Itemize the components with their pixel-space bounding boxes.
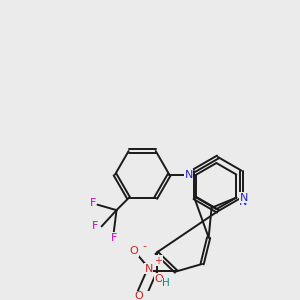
Text: O: O (154, 274, 163, 284)
Text: +: + (154, 256, 162, 266)
Text: H: H (162, 278, 170, 289)
Text: N: N (240, 193, 248, 202)
Text: O: O (135, 291, 144, 300)
Text: N: N (145, 264, 153, 274)
Text: N: N (239, 196, 248, 207)
Text: O: O (129, 246, 138, 256)
Text: F: F (89, 198, 96, 208)
Text: -: - (142, 241, 146, 251)
Text: N: N (184, 169, 193, 180)
Text: F: F (111, 233, 117, 243)
Text: F: F (92, 221, 98, 231)
